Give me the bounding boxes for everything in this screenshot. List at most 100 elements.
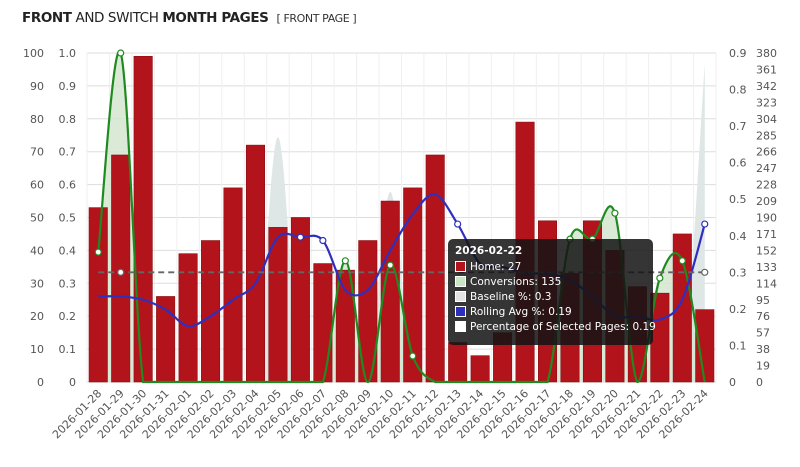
chart-title: FRONT AND SWITCH MONTH PAGES [ FRONT PAGE… xyxy=(22,10,357,26)
y-tick-right-inner: 0.2 xyxy=(729,303,747,316)
tooltip-label-baseline: Baseline %: 0.3 xyxy=(470,290,552,303)
y-tick-left-outer: 30 xyxy=(30,277,44,290)
tooltip-swatch-conversions xyxy=(455,276,466,287)
y-tick-right-outer: 171 xyxy=(756,228,777,241)
conversions-point xyxy=(678,257,686,265)
y-tick-right-inner: 0.9 xyxy=(729,47,747,60)
y-tick-left-outer: 20 xyxy=(30,310,44,323)
rolling-avg-point xyxy=(701,220,709,228)
y-tick-right-inner: 0.6 xyxy=(729,157,747,170)
y-tick-left-inner: 0.5 xyxy=(59,212,77,225)
tooltip-label-home: Home: 27 xyxy=(470,260,522,273)
bar-home xyxy=(448,342,468,383)
bar-home xyxy=(223,187,243,383)
conversions-point xyxy=(611,209,619,217)
y-tick-right-outer: 133 xyxy=(756,261,777,274)
tooltip-row-conversions: Conversions: 135 xyxy=(455,274,646,289)
bar-home xyxy=(245,144,265,383)
y-tick-right-outer: 76 xyxy=(756,310,770,323)
y-tick-right-outer: 361 xyxy=(756,63,777,76)
y-tick-right-inner: 0.8 xyxy=(729,84,747,97)
bar-home xyxy=(672,233,692,383)
y-tick-left-inner: 0.6 xyxy=(59,179,77,192)
area-layer xyxy=(98,51,705,383)
y-tick-right-outer: 38 xyxy=(756,343,770,356)
tooltip-swatch-rolling xyxy=(455,306,466,317)
y-tick-left-inner: 1.0 xyxy=(59,47,77,60)
y-tick-right-outer: 57 xyxy=(756,327,770,340)
conversions-point xyxy=(386,261,394,269)
tooltip-row-home: Home: 27 xyxy=(455,259,646,274)
conversions-area xyxy=(98,51,705,383)
y-tick-left-outer: 10 xyxy=(30,343,44,356)
bar-home xyxy=(88,207,108,383)
y-tick-left-inner: 0.3 xyxy=(59,277,77,290)
y-tick-right-outer: 19 xyxy=(756,360,770,373)
tooltip-date: 2026-02-22 xyxy=(455,245,523,257)
axis-labels: 010203040506070809010000.10.20.30.40.50.… xyxy=(23,47,777,441)
y-tick-left-outer: 80 xyxy=(30,113,44,126)
y-tick-right-outer: 247 xyxy=(756,162,777,175)
rolling-avg-point xyxy=(296,233,305,241)
y-tick-right-outer: 114 xyxy=(756,277,777,290)
y-tick-left-outer: 0 xyxy=(37,376,44,389)
y-tick-left-inner: 0.8 xyxy=(59,113,77,126)
bar-home xyxy=(133,55,153,383)
title-bold-month: MONTH PAGES xyxy=(162,10,269,26)
y-tick-right-inner: 0.7 xyxy=(729,120,747,133)
tooltip-label-conversions: Conversions: 135 xyxy=(470,275,562,288)
y-tick-left-inner: 0.4 xyxy=(59,244,77,257)
tooltip-row-baseline: Baseline %: 0.3 xyxy=(455,289,646,304)
tooltip-swatch-home xyxy=(455,261,466,272)
tooltip-label-rolling: Rolling Avg %: 0.19 xyxy=(470,305,572,318)
bar-home xyxy=(425,154,445,383)
y-tick-left-outer: 60 xyxy=(30,179,44,192)
tooltip: 2026-02-22 Home: 27 Conversions: 135 Bas… xyxy=(448,239,656,345)
y-tick-left-inner: 0.1 xyxy=(59,343,77,356)
bar-home xyxy=(313,263,333,383)
tooltip-row-rolling: Rolling Avg %: 0.19 xyxy=(455,304,646,319)
y-tick-left-inner: 0.9 xyxy=(59,80,77,93)
y-tick-right-inner: 0.4 xyxy=(729,230,747,243)
conversions-point xyxy=(117,49,125,57)
bar-home xyxy=(111,154,131,383)
y-tick-left-inner: 0 xyxy=(69,376,76,389)
conversions-point xyxy=(94,248,102,256)
y-tick-right-outer: 342 xyxy=(756,80,777,93)
y-tick-left-outer: 40 xyxy=(30,244,44,257)
chart-subtitle: [ FRONT PAGE ] xyxy=(276,12,357,25)
y-tick-left-outer: 50 xyxy=(30,212,44,225)
conversions-point xyxy=(341,257,349,265)
bar-home xyxy=(335,269,355,383)
y-tick-right-inner: 0 xyxy=(729,376,736,389)
y-tick-left-inner: 0.7 xyxy=(59,146,77,159)
y-tick-right-outer: 285 xyxy=(756,129,777,142)
bar-home xyxy=(470,355,490,383)
bar-home xyxy=(290,217,310,383)
y-tick-right-outer: 152 xyxy=(756,244,777,257)
y-tick-right-outer: 323 xyxy=(756,96,777,109)
y-tick-right-outer: 228 xyxy=(756,179,777,192)
y-tick-right-outer: 190 xyxy=(756,212,777,225)
selected-pages-point xyxy=(117,268,125,276)
title-normal: AND SWITCH xyxy=(71,10,163,26)
y-tick-right-outer: 95 xyxy=(756,294,770,307)
conversions-point xyxy=(409,352,417,360)
tooltip-swatch-baseline xyxy=(455,291,466,302)
conversions-point xyxy=(656,274,664,282)
y-tick-left-outer: 90 xyxy=(30,80,44,93)
y-tick-right-outer: 0 xyxy=(756,376,763,389)
tooltip-swatch-selected xyxy=(455,321,466,332)
y-tick-left-inner: 0.2 xyxy=(59,310,77,323)
y-tick-right-inner: 0.3 xyxy=(729,266,747,279)
rolling-avg-point xyxy=(454,220,462,228)
tooltip-label-selected: Percentage of Selected Pages: 0.19 xyxy=(470,320,656,333)
y-tick-right-outer: 209 xyxy=(756,195,777,208)
y-tick-left-outer: 70 xyxy=(30,146,44,159)
y-tick-right-inner: 0.1 xyxy=(729,339,747,352)
title-bold-front: FRONT xyxy=(22,10,72,26)
y-tick-right-outer: 380 xyxy=(756,47,777,60)
y-tick-right-outer: 266 xyxy=(756,146,777,159)
tooltip-row-selected: Percentage of Selected Pages: 0.19 xyxy=(455,319,656,334)
